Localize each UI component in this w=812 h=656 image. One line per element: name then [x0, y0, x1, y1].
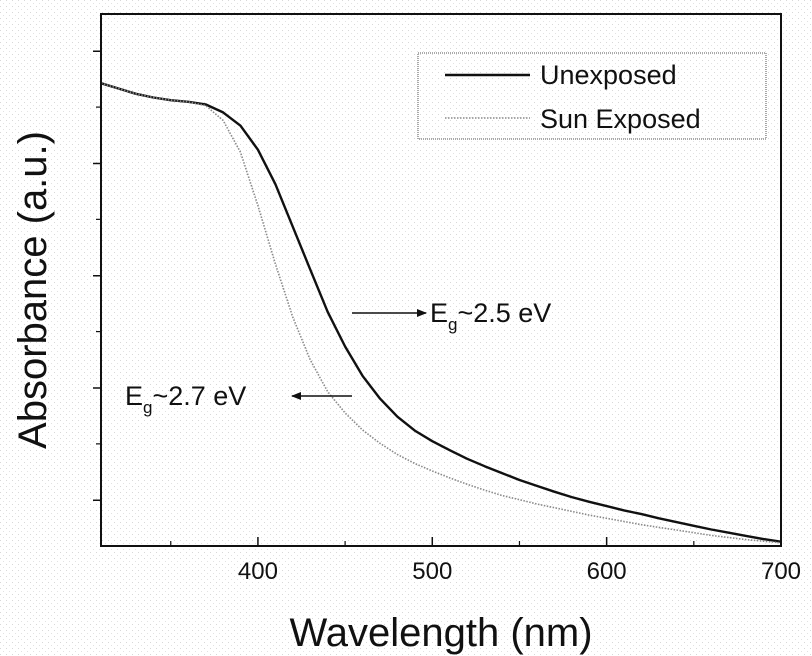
tick-labels-layer: 400 500 600 700 — [238, 558, 801, 585]
annotation-text-sun-exposed: Eg~2.7 eV — [125, 381, 246, 417]
plot-frame — [100, 13, 782, 547]
series-line-unexposed — [101, 82, 781, 543]
annotation-eg-sun-exposed: Eg~2.7 eV — [125, 381, 352, 417]
legend-box — [417, 52, 767, 140]
legend-label-unexposed: Unexposed — [540, 60, 677, 90]
x-tick-label: 600 — [587, 558, 627, 585]
annotation-eg-unexposed: Eg~2.5 eV — [352, 298, 551, 334]
x-axis-title: Wavelength (nm) — [289, 611, 592, 655]
annotation-text-unexposed: Eg~2.5 eV — [430, 298, 551, 334]
x-tick-label: 400 — [238, 558, 278, 585]
series-layer — [101, 82, 781, 544]
legend: Unexposed Sun Exposed — [417, 52, 767, 140]
series-line-sun-exposed — [101, 82, 781, 544]
y-axis-title: Absorbance (a.u.) — [11, 131, 55, 449]
legend-label-sun-exposed: Sun Exposed — [540, 104, 701, 134]
x-tick-label: 500 — [412, 558, 452, 585]
x-tick-label: 700 — [761, 558, 801, 585]
